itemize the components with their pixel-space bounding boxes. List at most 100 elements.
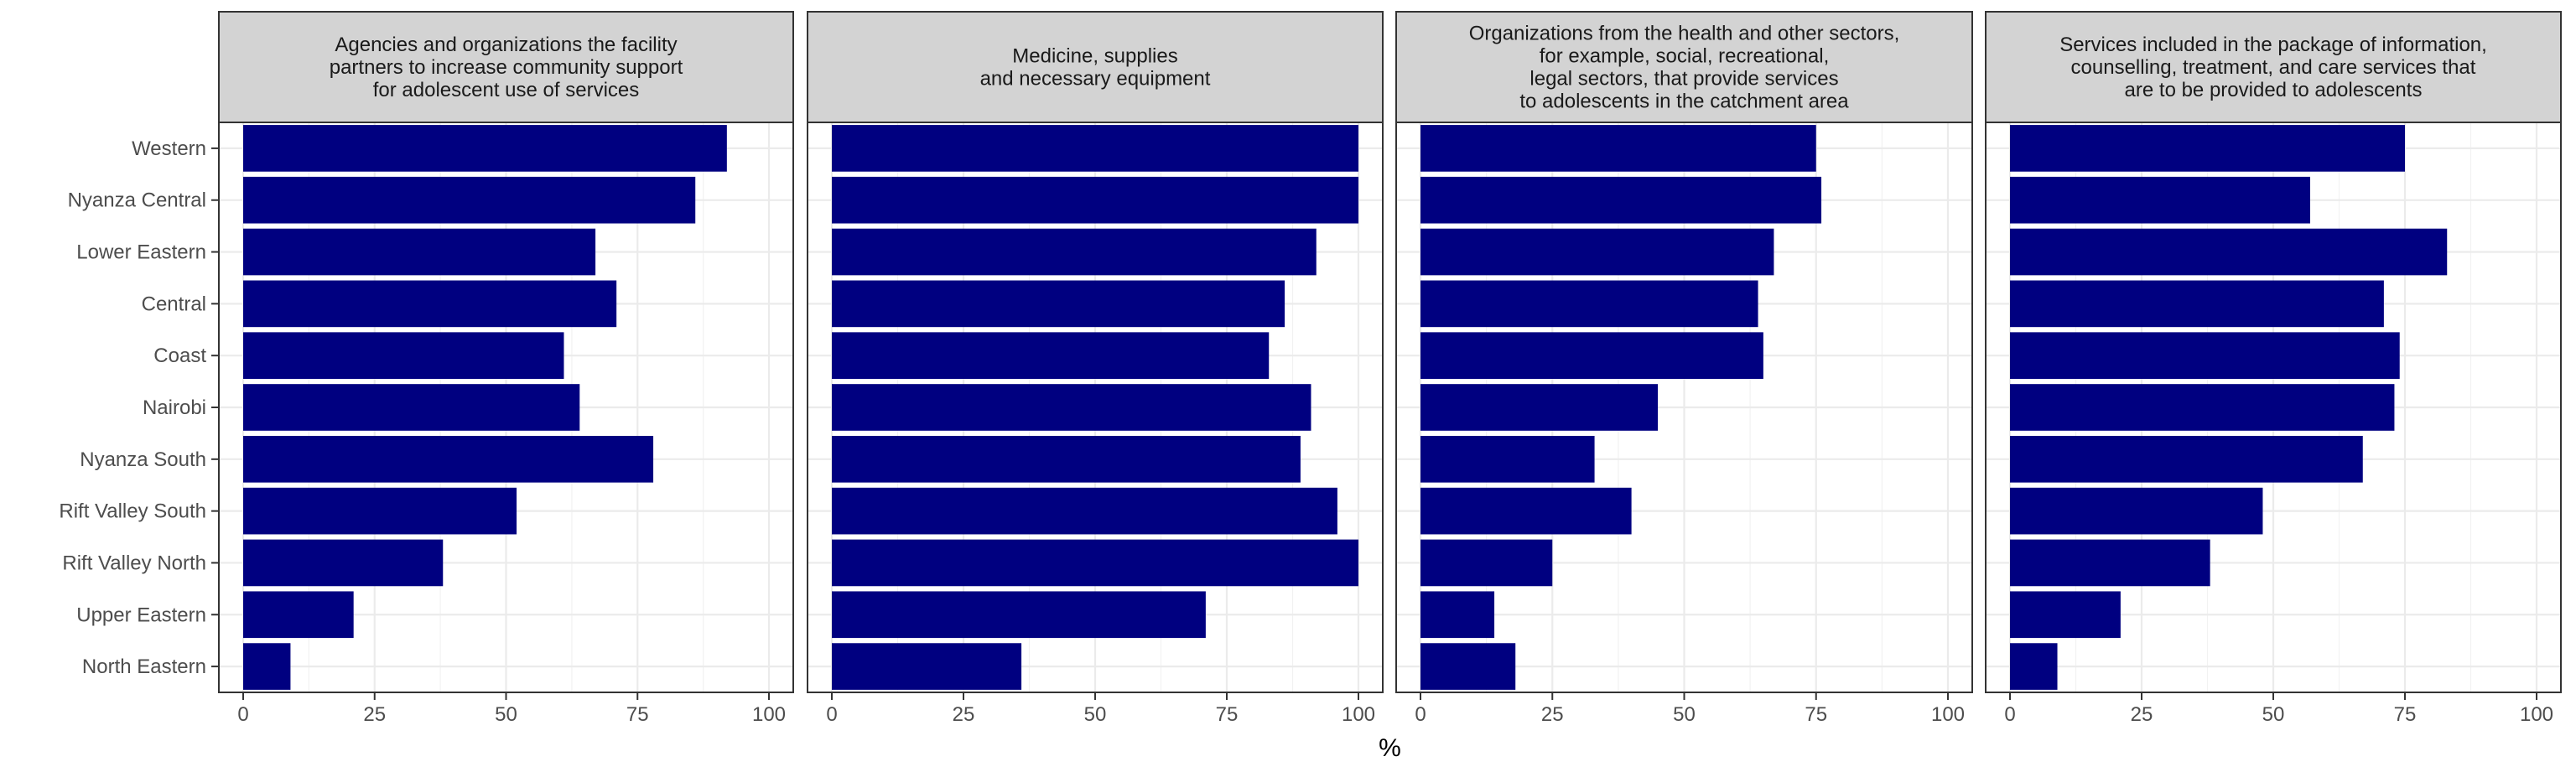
y-tick-label: Nyanza South (80, 448, 206, 471)
x-tick-label: 75 (626, 703, 649, 726)
bar-lower-eastern (2010, 228, 2448, 276)
x-tick-label: 0 (237, 703, 248, 726)
x-tick-label: 0 (2004, 703, 2015, 726)
x-tick-label: 75 (1805, 703, 1827, 726)
bar-central (2010, 280, 2384, 328)
bar-lower-eastern (1420, 228, 1774, 276)
y-tick-label: Lower Eastern (76, 241, 206, 264)
x-tick-label: 0 (1415, 703, 1426, 726)
y-tick-label: Nairobi (143, 396, 206, 419)
facet-panel-2: Medicine, supplies and necessary equipmen… (807, 11, 1384, 726)
facet-panel-4: Services included in the package of info… (1985, 11, 2562, 726)
y-tick-label: Coast (153, 345, 206, 367)
bar-nairobi (1420, 384, 1659, 431)
bar-north-eastern (832, 643, 1022, 690)
y-tick-label: Western (132, 137, 206, 160)
bar-nyanza-central (1420, 176, 1822, 224)
y-tick-label: Rift Valley North (62, 552, 206, 574)
x-tick-label: 75 (2394, 703, 2417, 726)
bar-rift-valley-north (1420, 539, 1553, 587)
bar-rift-valley-south (1420, 487, 1632, 535)
x-tick-label: 0 (826, 703, 837, 726)
x-tick-label: 25 (2131, 703, 2153, 726)
facet-strip (1985, 11, 2562, 123)
facet-title: Medicine, supplies and necessary equipmen… (980, 45, 1211, 91)
x-tick-label: 75 (1216, 703, 1239, 726)
bar-rift-valley-north (832, 539, 1358, 587)
facet-title-line: Organizations from the health and other … (1469, 23, 1900, 45)
facet-title-line: Services included in the package of info… (2059, 34, 2487, 56)
facet-title-line: partners to increase community support (330, 56, 683, 79)
facet-title-line: Agencies and organizations the facility (335, 34, 677, 56)
bar-nyanza-south (832, 436, 1301, 483)
x-axis-title: % (1379, 734, 1401, 762)
bar-central (832, 280, 1285, 328)
bar-nyanza-central (243, 176, 696, 224)
facet-title-line: for example, social, recreational, (1540, 45, 1830, 68)
facet-title: Services included in the package of info… (2059, 34, 2487, 101)
facet-strip (807, 11, 1384, 123)
bar-coast (243, 332, 564, 379)
facet-title-line: legal sectors, that provide services (1530, 68, 1838, 91)
bar-western (1420, 125, 1816, 172)
bar-nyanza-south (1420, 436, 1595, 483)
bar-north-eastern (243, 643, 291, 690)
facet-title-line: and necessary equipment (980, 68, 1211, 91)
bar-nyanza-south (2010, 436, 2363, 483)
x-tick-label: 25 (953, 703, 975, 726)
x-tick-label: 100 (1342, 703, 1375, 726)
bar-upper-eastern (832, 591, 1206, 639)
bar-nairobi (243, 384, 580, 431)
facet-title-line: counselling, treatment, and care service… (2071, 56, 2476, 79)
facet-panel-1: Agencies and organizations the facility p… (218, 11, 794, 726)
facet-title: Agencies and organizations the facility p… (330, 34, 683, 101)
facet-title-line: are to be provided to adolescents (2125, 79, 2423, 101)
x-tick-label: 100 (2520, 703, 2553, 726)
bar-lower-eastern (832, 228, 1317, 276)
x-tick-label: 25 (1541, 703, 1564, 726)
bar-rift-valley-south (2010, 487, 2263, 535)
y-tick-label: Upper Eastern (76, 604, 206, 626)
x-tick-label: 50 (1673, 703, 1696, 726)
bar-nyanza-central (2010, 176, 2310, 224)
bar-coast (832, 332, 1270, 379)
bar-western (2010, 125, 2405, 172)
y-tick-label: Rift Valley South (59, 500, 206, 523)
x-tick-label: 50 (2262, 703, 2285, 726)
bar-rift-valley-north (2010, 539, 2210, 587)
bar-rift-valley-south (243, 487, 517, 535)
x-tick-label: 50 (1084, 703, 1107, 726)
bar-upper-eastern (1420, 591, 1495, 639)
y-tick-label: Central (142, 293, 206, 315)
x-tick-label: 25 (363, 703, 386, 726)
facet-strip (1395, 11, 1973, 123)
bar-north-eastern (2010, 643, 2058, 690)
facet-title-line: for adolescent use of services (373, 79, 640, 101)
bar-western (832, 125, 1358, 172)
facet-strip (218, 11, 794, 123)
bar-upper-eastern (2010, 591, 2121, 639)
facet-panel-3: Organizations from the health and other … (1395, 11, 1973, 726)
bar-western (243, 125, 727, 172)
bar-nyanza-south (243, 436, 654, 483)
bar-nairobi (832, 384, 1311, 431)
x-tick-label: 100 (752, 703, 786, 726)
bar-central (243, 280, 617, 328)
x-tick-label: 50 (495, 703, 517, 726)
x-tick-label: 100 (1931, 703, 1965, 726)
bar-coast (1420, 332, 1763, 379)
facet-title: Organizations from the health and other … (1469, 23, 1900, 113)
facet-title-line: Medicine, supplies (1012, 45, 1177, 68)
bar-nyanza-central (832, 176, 1358, 224)
y-tick-label: Nyanza Central (68, 189, 206, 212)
bar-rift-valley-south (832, 487, 1337, 535)
bar-north-eastern (1420, 643, 1516, 690)
facet-title-line: to adolescents in the catchment area (1519, 91, 1849, 113)
bar-lower-eastern (243, 228, 596, 276)
bar-upper-eastern (243, 591, 354, 639)
bar-rift-valley-north (243, 539, 444, 587)
y-tick-label: North Eastern (82, 655, 206, 678)
bar-central (1420, 280, 1758, 328)
bar-nairobi (2010, 384, 2395, 431)
